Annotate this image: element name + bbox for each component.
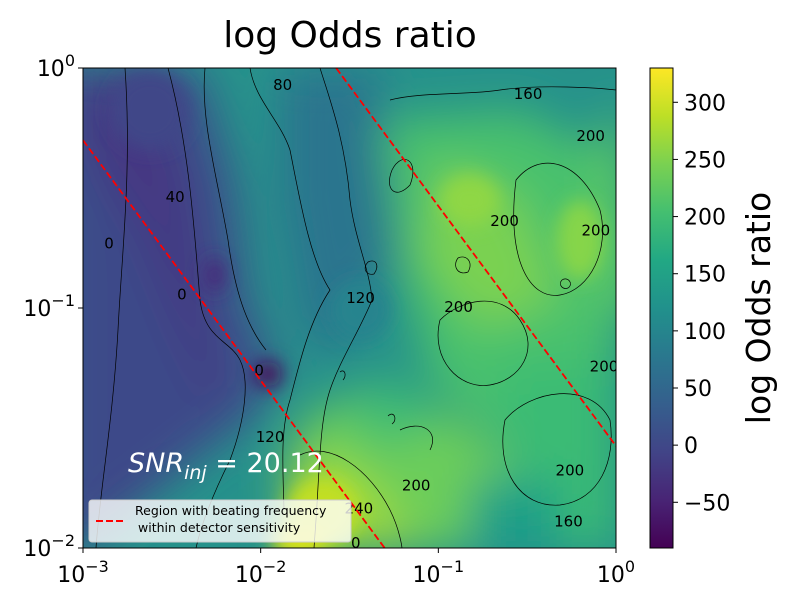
- colorbar-tick-label-7: 300: [684, 91, 726, 116]
- x-tick-label-0: 10−3: [57, 557, 109, 588]
- contour-label-1: 160: [514, 85, 543, 103]
- colorbar-ticks: −50 0 50 100 150 200 250 300: [673, 91, 730, 516]
- contour-line-small-b: [455, 256, 471, 274]
- contour-label-10: 0: [254, 361, 264, 379]
- region-line-1: [83, 139, 386, 548]
- colorbar-tick-label-6: 250: [684, 148, 726, 173]
- y-tick-label-1: 10−1: [23, 291, 75, 322]
- contour-line-80: [249, 68, 331, 511]
- contour-label-8: 120: [346, 289, 375, 307]
- contour-label-17: 0: [351, 534, 361, 552]
- colorbar-frame: [649, 67, 674, 549]
- contour-line-200-a: [389, 159, 414, 193]
- colorbar-tick-label-1: 0: [684, 434, 698, 459]
- contour-line-160: [389, 86, 616, 101]
- x-tick-label-1: 10−2: [235, 557, 287, 588]
- contour-line-0-left: [95, 68, 128, 548]
- contour-label-4: 200: [490, 212, 519, 230]
- y-tick-label-2: 100: [37, 51, 75, 82]
- contour-label-7: 0: [177, 285, 187, 303]
- snr-annotation: SNRinj = 20.12: [128, 448, 324, 484]
- colorbar-label: log Odds ratio: [739, 192, 778, 424]
- contour-label-5: 200: [582, 222, 611, 240]
- contour-label-12: 120: [256, 428, 285, 446]
- colorbar-gradient: [650, 68, 673, 548]
- contour-lines: [95, 68, 616, 548]
- legend-label-line-1: Region with beating frequency: [135, 503, 327, 518]
- contour-line-200-d: [502, 393, 612, 506]
- contour-line-40: [203, 68, 267, 351]
- colorbar-tick-label-2: 50: [684, 377, 712, 402]
- legend-box: [88, 499, 352, 543]
- y-tick-label-0: 10−2: [23, 531, 75, 562]
- contour-line-small-a: [364, 260, 378, 275]
- contour-line-200-b: [437, 300, 529, 386]
- contour-label-3: 40: [166, 188, 185, 206]
- contour-line-small-c: [339, 370, 346, 381]
- contour-line-small-d: [387, 413, 396, 425]
- x-tick-label-3: 100: [597, 557, 635, 588]
- contour-label-2: 200: [576, 127, 605, 145]
- colorbar-tick-label-5: 200: [684, 206, 726, 231]
- contour-label-16: 160: [554, 512, 583, 530]
- contour-label-0: 80: [273, 76, 292, 94]
- region-lines: [83, 68, 616, 548]
- legend-label-line-2: within detector sensitivity: [138, 520, 301, 535]
- contour-line-small-e: [560, 278, 571, 289]
- contour-label-11: 200: [590, 358, 619, 376]
- contour-label-14: 200: [402, 477, 431, 495]
- colorbar-tick-label-0: −50: [684, 491, 730, 516]
- contour-label-9: 200: [444, 298, 473, 316]
- contour-label-6: 0: [104, 234, 114, 252]
- contour-line-240: [299, 450, 403, 548]
- y-axis: 10−2 10−1 100: [23, 51, 83, 562]
- x-tick-label-2: 10−1: [413, 557, 465, 588]
- legend: Region with beating frequency within det…: [88, 499, 352, 543]
- colorbar-tick-label-3: 100: [684, 320, 726, 345]
- colorbar: −50 0 50 100 150 200 250 300 log Odds ratio: [649, 67, 778, 549]
- contour-line-200-e: [399, 425, 433, 451]
- chart-title: log Odds ratio: [223, 15, 477, 56]
- contour-label-13: 200: [556, 462, 585, 480]
- x-axis: 10−3 10−2 10−1 100: [57, 548, 635, 588]
- colorbar-tick-label-4: 150: [684, 263, 726, 288]
- contour-line-120: [313, 68, 373, 548]
- contour-line-0-mid: [167, 68, 246, 548]
- region-line-2: [335, 68, 616, 447]
- contour-line-200-c: [513, 162, 603, 296]
